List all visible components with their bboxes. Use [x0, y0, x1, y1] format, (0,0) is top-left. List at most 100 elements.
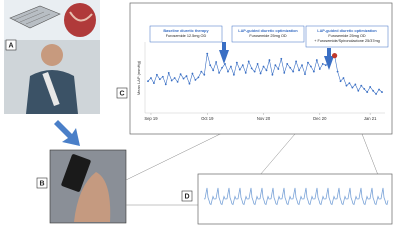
lap-point: [381, 91, 383, 93]
lap-point: [307, 61, 309, 64]
annotation: + Furosemide/Spironolactone 25/37mg: [314, 39, 380, 43]
lap-point: [280, 57, 283, 60]
lap-point: [330, 56, 333, 59]
lap-point: [203, 73, 206, 76]
lap-point: [244, 71, 247, 74]
x-tick-label: Oct 19: [201, 116, 214, 121]
lap-point: [221, 66, 223, 69]
lap-point: [286, 63, 289, 65]
annotation: Furosemide 12.5mg OD: [166, 34, 207, 38]
lap-point: [224, 63, 226, 65]
lap-point: [369, 86, 372, 88]
lap-point: [194, 79, 197, 81]
panel-label: B: [39, 180, 44, 187]
y-axis-label: Mean LAP (mmHg): [136, 60, 141, 95]
annotation-box: [305, 25, 389, 48]
lap-point: [265, 69, 268, 72]
panel-label: D: [184, 193, 189, 200]
lap-point: [315, 59, 318, 61]
arrow: [54, 120, 80, 146]
lap-point: [173, 77, 176, 79]
lap-point: [342, 77, 345, 79]
x-tick-label: Sep 19: [144, 116, 158, 121]
annotation-box: [231, 25, 305, 43]
lap-point: [301, 64, 303, 67]
lap-point: [209, 64, 212, 67]
lap-point: [318, 68, 321, 70]
lap-point: [155, 73, 158, 76]
lap-point: [185, 75, 188, 77]
lap-point: [150, 77, 152, 79]
lap-point: [206, 52, 209, 55]
lap-point: [147, 80, 149, 83]
lap-point: [212, 69, 215, 72]
panel-label: A: [8, 42, 13, 49]
lap-point: [283, 71, 286, 74]
lap-point: [274, 64, 277, 67]
lap-point: [158, 78, 161, 81]
annotation: LAP-guided diuretic optimization: [238, 29, 298, 33]
lap-point: [321, 63, 324, 65]
lap-point: [351, 86, 354, 89]
lap-point: [170, 79, 173, 82]
annotation: LAP-guided diuretic optimization: [317, 29, 377, 33]
lap-point: [176, 80, 179, 83]
lap-point: [268, 59, 271, 61]
lap-point: [345, 84, 348, 87]
lap-point: [167, 71, 170, 74]
lap-point: [312, 70, 315, 73]
annotation-box: [149, 25, 223, 43]
lap-point: [271, 73, 274, 76]
pressure-waveform: [203, 187, 389, 206]
lap-point: [200, 70, 203, 73]
lap-point: [179, 73, 182, 76]
lap-point: [191, 72, 194, 75]
x-tick-label: Dec 20: [313, 116, 327, 121]
figure: A B C Mean LAP (mmHg) D Sep 19 Oct 19 Nov …: [4, 0, 393, 225]
lap-point: [339, 80, 342, 83]
lap-point: [188, 82, 191, 85]
lap-point: [161, 75, 164, 78]
lap-point: [227, 70, 229, 73]
lap-point: [298, 69, 300, 72]
arrow: [324, 48, 334, 70]
lap-point: [378, 88, 380, 91]
highlight-point: [332, 53, 338, 59]
lap-point: [259, 72, 262, 75]
lap-point: [182, 77, 185, 80]
lap-point: [241, 64, 244, 67]
lap-point: [164, 83, 167, 86]
x-tick-label: Jan 21: [364, 116, 377, 121]
chart-panel: [129, 2, 393, 135]
lap-point: [153, 82, 155, 85]
annotation: Furosemide 25mg OD: [328, 34, 366, 38]
lap-point: [366, 91, 369, 93]
annotation: Furosemide 25mg OD: [249, 34, 287, 38]
lap-point: [289, 66, 292, 69]
lap-point: [327, 61, 330, 63]
lap-point: [253, 70, 256, 73]
panel-label: C: [119, 90, 124, 97]
lap-point: [357, 89, 360, 92]
lap-point: [256, 63, 259, 65]
lap-point: [295, 60, 298, 63]
lap-point: [197, 76, 200, 79]
lap-point: [304, 73, 306, 76]
patient-photo: [4, 40, 100, 114]
lap-point: [310, 65, 312, 68]
lap-point: [375, 93, 377, 95]
lap-point: [218, 71, 220, 74]
x-tick-label: Nov 20: [257, 116, 271, 121]
lap-point: [277, 68, 280, 70]
lap-point: [324, 64, 327, 67]
lap-point: [360, 84, 363, 87]
lap-point: [262, 65, 265, 68]
lap-point: [247, 60, 250, 63]
device-photo: [4, 0, 100, 40]
lap-point: [354, 83, 357, 86]
lap-point: [363, 87, 366, 90]
phone-photo: [49, 149, 127, 224]
lap-point: [230, 65, 232, 68]
lap-point: [250, 67, 253, 70]
lap-point: [348, 82, 351, 85]
